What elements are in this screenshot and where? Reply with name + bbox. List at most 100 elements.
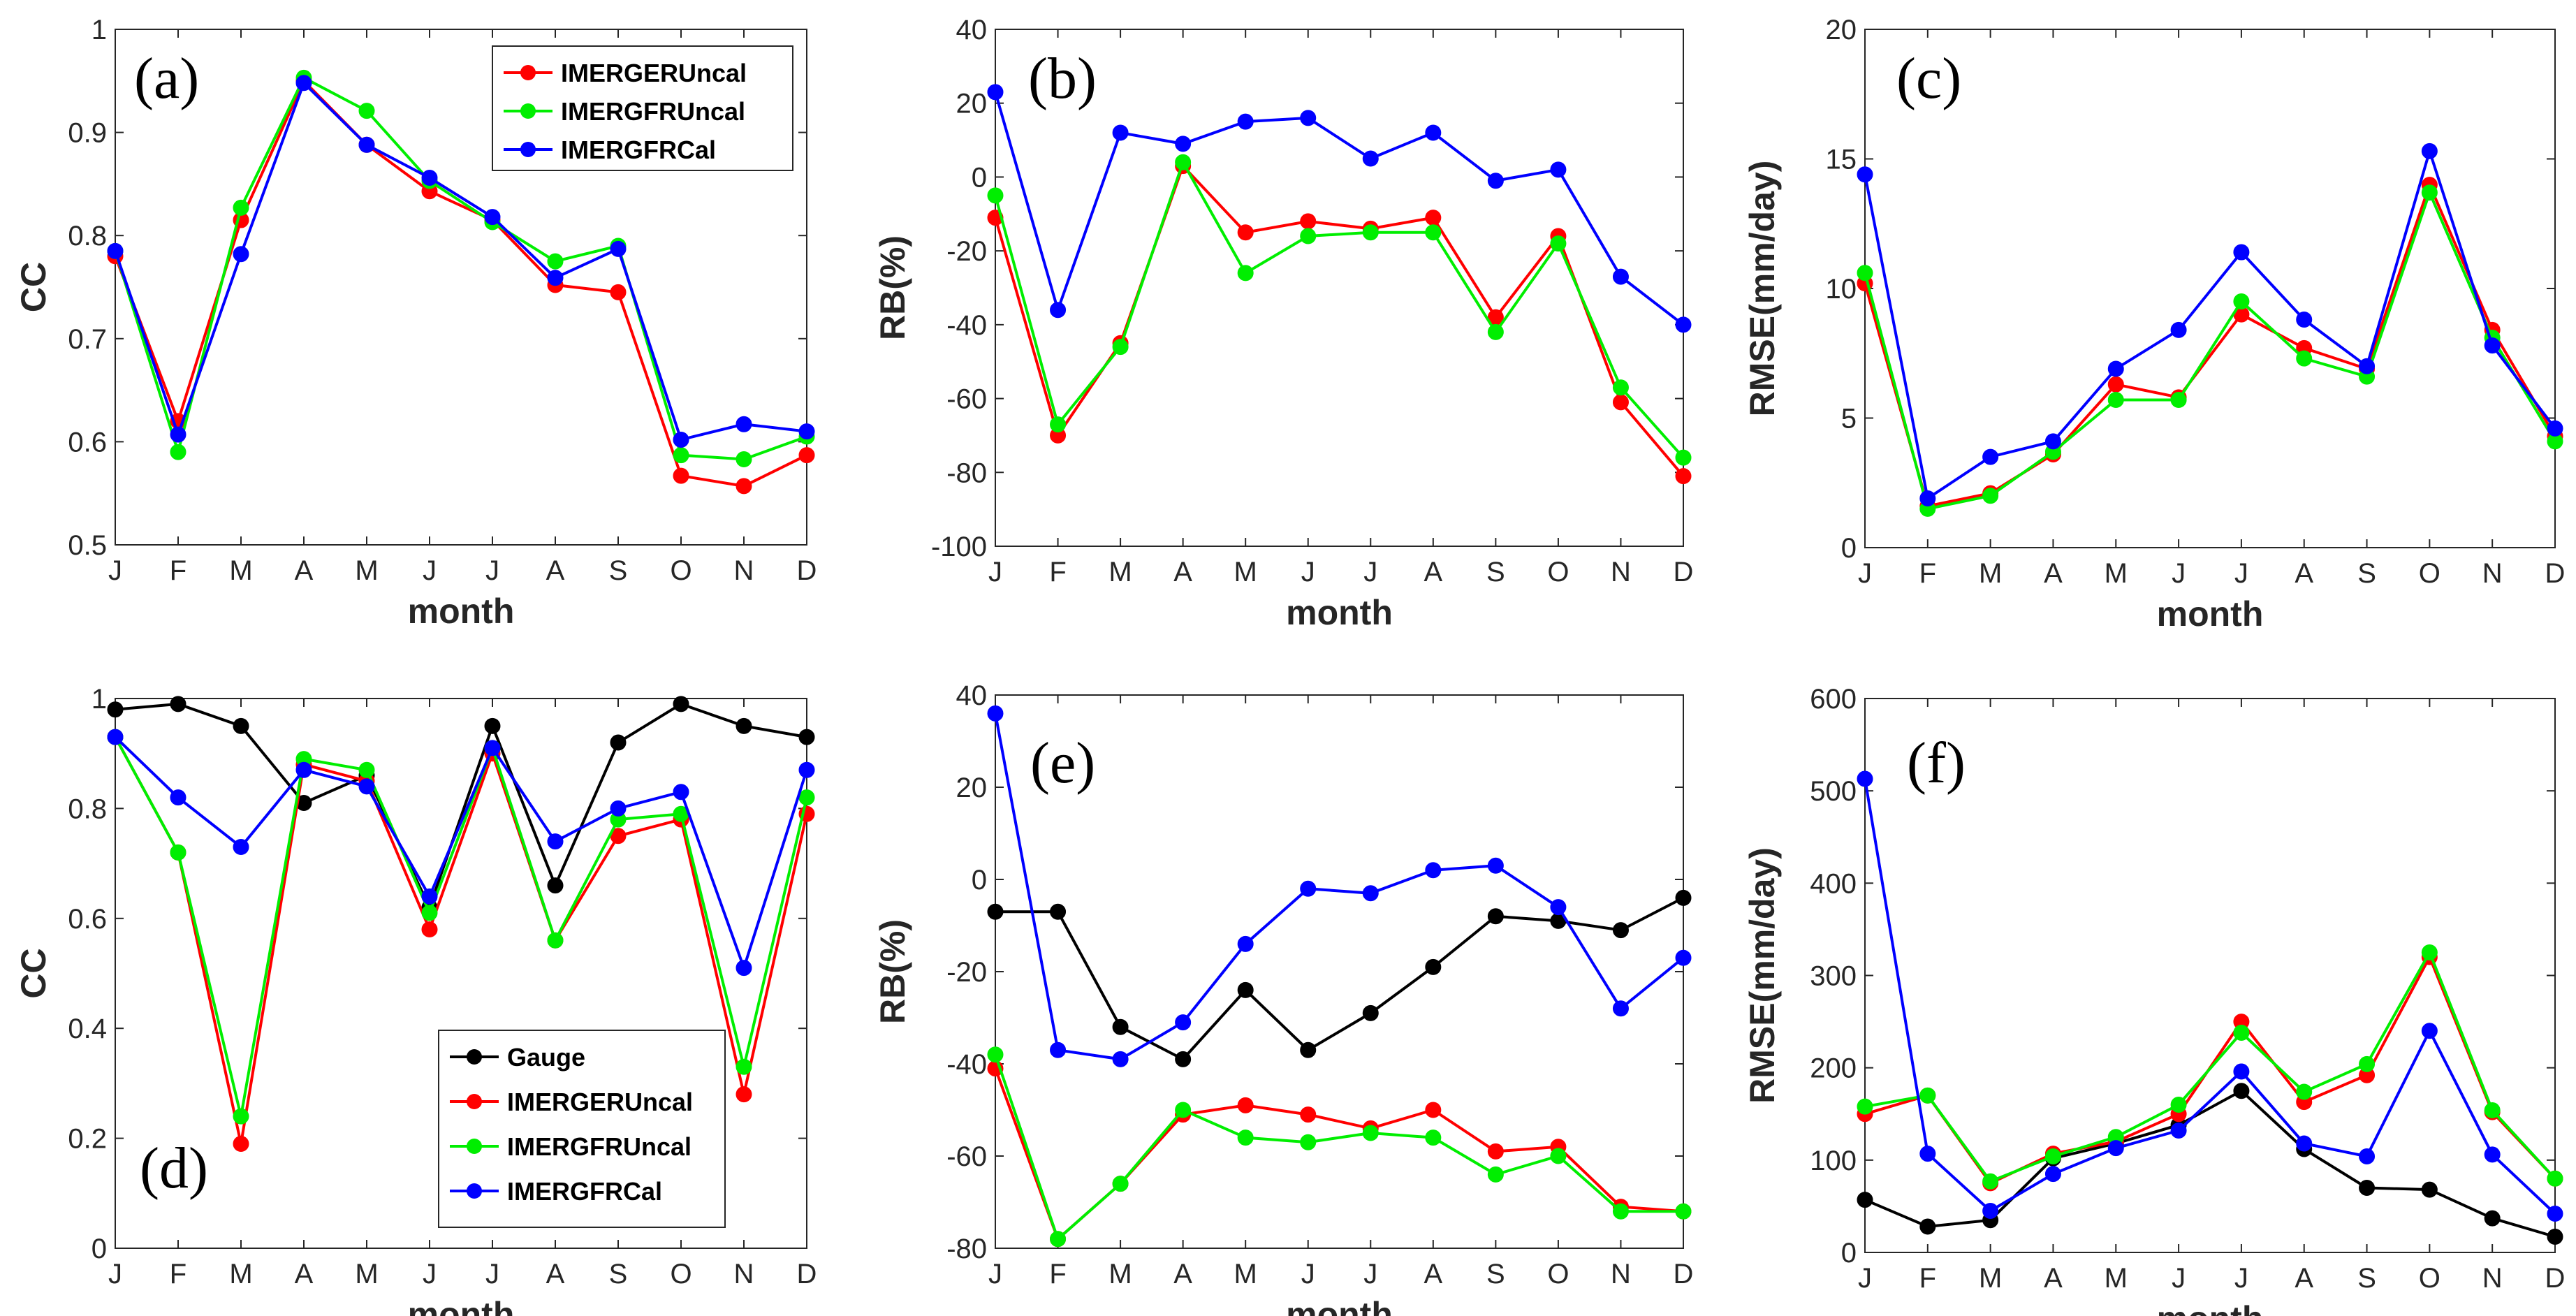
- series-line: [1864, 181, 2556, 508]
- legend: Gauge IMERGERUncal IMERGFRUncal IMERGFRCal: [438, 1030, 726, 1228]
- x-tick-label: J: [988, 1259, 1002, 1289]
- x-tick-label: M: [1108, 557, 1132, 587]
- data-point: [1982, 488, 1999, 504]
- data-point: [1550, 235, 1567, 252]
- x-tick-label: J: [423, 555, 437, 586]
- data-point: [1237, 935, 1254, 952]
- x-tick-label: A: [1424, 557, 1442, 587]
- data-point: [736, 1058, 752, 1075]
- legend-marker: [520, 65, 536, 80]
- y-tick-label: 0.7: [68, 324, 107, 355]
- data-point: [2547, 1170, 2563, 1187]
- data-point: [107, 242, 124, 259]
- data-point: [798, 447, 815, 464]
- data-point: [547, 833, 564, 850]
- data-point: [1857, 1192, 1873, 1208]
- series-line: [1864, 778, 2556, 1215]
- y-tick-label: 200: [1810, 1053, 1857, 1084]
- data-point: [421, 170, 438, 187]
- series-line: [994, 1054, 1683, 1242]
- data-point: [2547, 1205, 2563, 1222]
- data-point: [1919, 490, 1936, 507]
- data-point: [2359, 1179, 2376, 1196]
- x-tick-label: N: [734, 555, 754, 586]
- y-tick-label: 0.8: [68, 794, 107, 824]
- data-point: [2547, 420, 2563, 437]
- data-point: [1362, 224, 1379, 241]
- legend-marker: [467, 1094, 482, 1109]
- x-tick-label: M: [2105, 1263, 2128, 1294]
- panel-label: (b): [1028, 46, 1097, 111]
- data-point: [547, 932, 564, 949]
- x-tick-label: A: [546, 555, 565, 586]
- data-point: [1112, 124, 1129, 141]
- data-point: [1237, 1129, 1254, 1146]
- y-tick-label: 40: [956, 680, 988, 711]
- data-point: [1175, 136, 1192, 152]
- x-tick-label: J: [2234, 558, 2248, 589]
- x-tick-label: D: [797, 555, 817, 586]
- x-tick-label: A: [1173, 557, 1192, 587]
- x-tick-label: N: [2482, 558, 2503, 589]
- x-tick-label: S: [2357, 558, 2376, 589]
- data-point: [2107, 376, 2124, 393]
- x-tick-label: O: [2419, 558, 2440, 589]
- series-line: [994, 159, 1685, 459]
- x-tick-label: M: [1108, 1259, 1132, 1289]
- data-point: [1300, 880, 1317, 897]
- data-point: [2044, 433, 2061, 450]
- data-point: [170, 444, 186, 460]
- data-point: [484, 740, 501, 756]
- y-tick-label: 100: [1810, 1146, 1857, 1176]
- data-point: [1425, 1102, 1442, 1118]
- legend-label: IMERGFRUncal: [507, 1132, 691, 1161]
- x-tick-label: D: [797, 1259, 817, 1289]
- series-line: [114, 736, 808, 1144]
- x-axis-label: month: [2157, 594, 2264, 634]
- x-tick-label: F: [1049, 557, 1066, 587]
- data-point: [798, 729, 815, 745]
- x-tick-label: O: [1547, 1259, 1569, 1289]
- data-point: [1487, 857, 1504, 874]
- data-point: [1550, 1148, 1567, 1164]
- data-point: [421, 921, 438, 938]
- y-tick-label: -40: [946, 1049, 987, 1080]
- data-point: [1112, 1018, 1129, 1035]
- y-tick-label: 0.6: [68, 904, 107, 935]
- data-point: [2233, 1083, 2250, 1099]
- data-point: [736, 717, 752, 734]
- y-tick-label: -20: [946, 957, 987, 988]
- x-tick-label: M: [229, 1259, 252, 1289]
- data-point: [798, 761, 815, 778]
- y-tick-label: -60: [946, 1141, 987, 1172]
- data-point: [2296, 1083, 2313, 1100]
- data-point: [358, 136, 375, 153]
- x-tick-label: J: [1363, 1259, 1377, 1289]
- y-tick-label: -20: [946, 236, 987, 267]
- data-point: [673, 467, 689, 484]
- y-tick-label: 0: [972, 865, 987, 895]
- data-point: [2359, 1055, 2376, 1072]
- y-tick-label: 0.9: [68, 118, 107, 149]
- data-point: [2421, 142, 2438, 159]
- data-point: [1982, 1173, 1999, 1190]
- legend-marker: [520, 142, 536, 157]
- data-point: [1300, 110, 1317, 126]
- data-point: [2233, 1063, 2250, 1080]
- series-IMERGFRCal: [1857, 142, 2563, 507]
- x-tick-label: J: [108, 555, 122, 586]
- data-point: [484, 717, 501, 734]
- data-point: [170, 844, 186, 861]
- x-tick-label: A: [1424, 1259, 1442, 1289]
- data-point: [107, 701, 124, 718]
- y-tick-label: 500: [1810, 776, 1857, 807]
- data-point: [1175, 1051, 1192, 1067]
- data-point: [1425, 862, 1442, 879]
- data-point: [1237, 1097, 1254, 1113]
- data-point: [358, 103, 375, 119]
- data-point: [987, 187, 1004, 204]
- data-point: [736, 960, 752, 977]
- data-point: [1300, 1041, 1317, 1058]
- data-point: [358, 778, 375, 795]
